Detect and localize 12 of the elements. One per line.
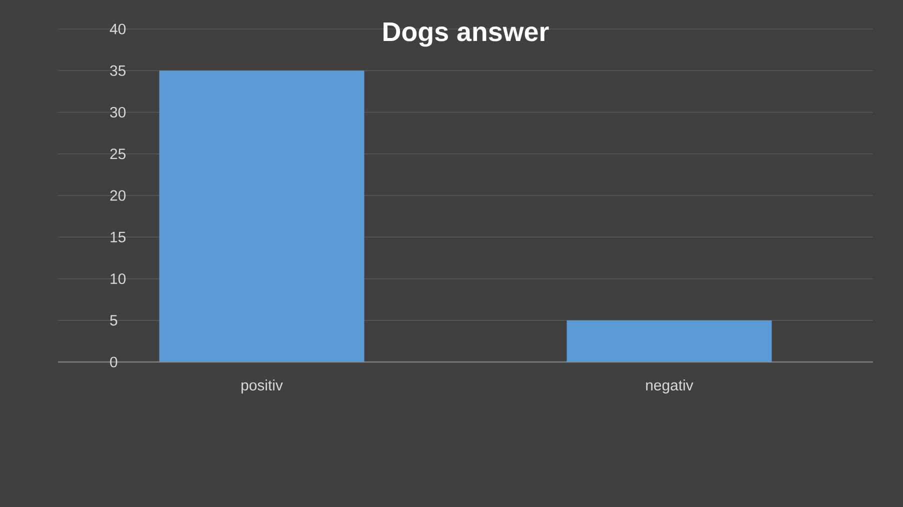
y-tick-label: 20	[110, 190, 126, 201]
chart-title: Dogs answer	[384, 22, 549, 47]
y-tick-label: 40	[110, 24, 126, 34]
y-tick-label: 10	[110, 273, 126, 284]
x-tick-label: positiv	[242, 380, 283, 394]
y-tick-label: 0	[110, 356, 118, 368]
y-tick-label: 25	[110, 148, 126, 160]
y-tick-label: 30	[110, 106, 126, 118]
y-tick-label: 15	[110, 232, 126, 242]
x-tick-label: negativ	[646, 380, 694, 394]
y-tick-label: 35	[110, 65, 126, 76]
y-tick-label: 5	[110, 315, 118, 326]
